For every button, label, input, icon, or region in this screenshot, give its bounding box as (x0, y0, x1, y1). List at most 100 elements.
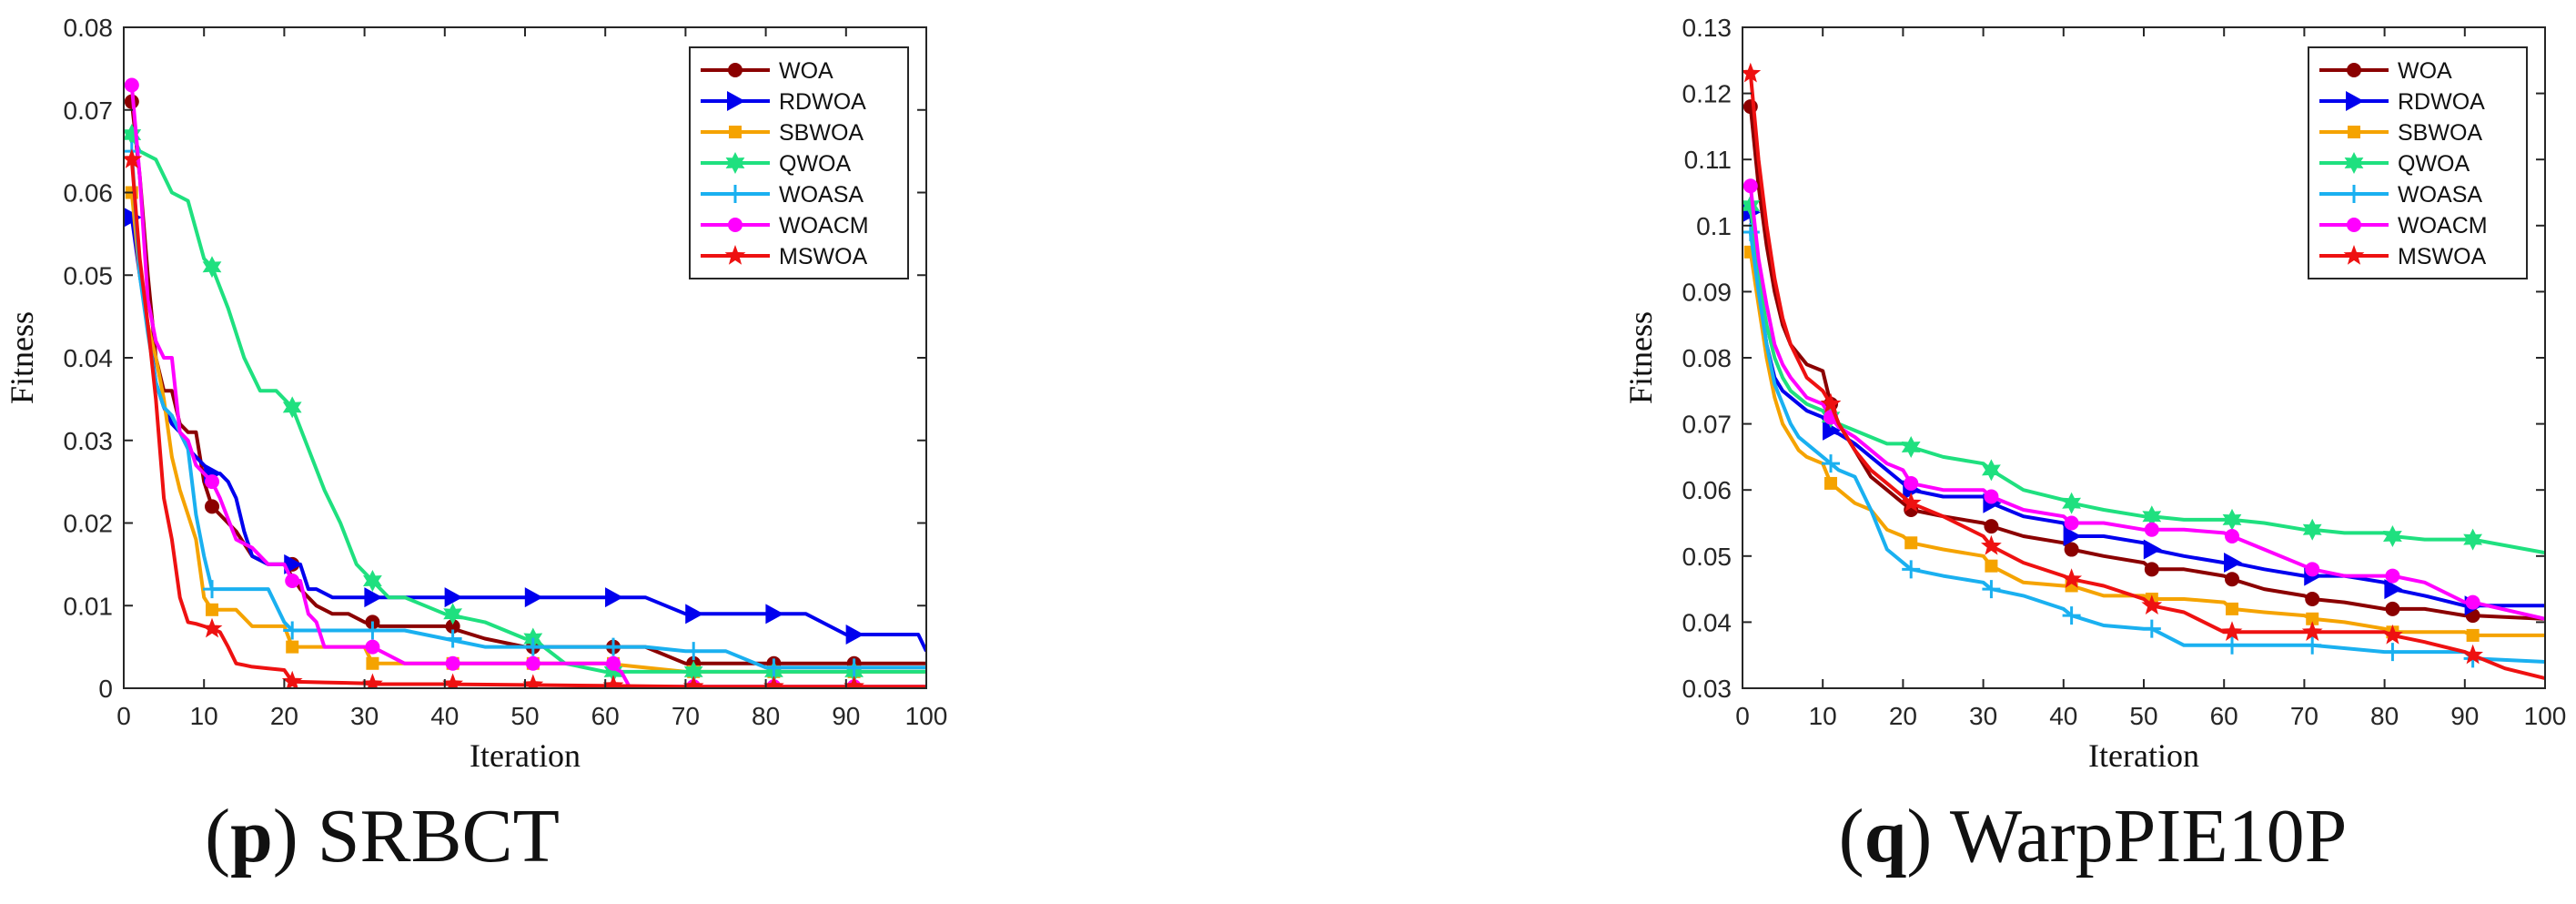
y-tick-label: 0.03 (64, 427, 114, 455)
series-line-woa (1748, 106, 2545, 621)
x-axis: 0 10 20 30 40 50 60 70 80 90 100 (116, 27, 947, 730)
data-point (685, 604, 704, 625)
legend-marker (729, 126, 742, 138)
series-group (1743, 62, 2545, 681)
data-point (282, 396, 302, 419)
x-axis: 0 10 20 30 40 50 60 70 80 90 100 (1735, 27, 2566, 730)
x-tick-label: 70 (672, 702, 700, 730)
data-point (363, 621, 382, 640)
data-point (1820, 392, 1842, 413)
series-line-sbwoa (1748, 251, 2545, 637)
legend-entry-woacm: WOACM (2319, 213, 2488, 239)
markers-mswoa (124, 148, 864, 688)
data-point (2144, 562, 2159, 577)
chart-p: 0 10 20 30 40 50 60 70 80 90 10000.010.020.030.040… (4, 14, 947, 774)
data-point (525, 655, 540, 671)
y-tick-label: 0.09 (1682, 278, 1732, 306)
markers-mswoa (1743, 62, 2483, 665)
data-point (2465, 594, 2480, 610)
data-point (605, 587, 624, 608)
data-point (603, 660, 623, 683)
data-point (682, 675, 704, 688)
data-point (845, 625, 864, 645)
x-tick-label: 0 (116, 702, 131, 730)
data-point (2463, 528, 2482, 551)
data-point (604, 637, 623, 656)
data-point (2064, 515, 2079, 531)
chart-q: 0 10 20 30 40 50 60 70 80 90 1000.030.040.050.060.… (1622, 14, 2566, 774)
y-tick-label: 0.12 (1682, 80, 1732, 108)
x-tick-label: 70 (2290, 702, 2318, 730)
x-tick-label: 40 (2049, 702, 2077, 730)
series-line-mswoa (129, 159, 926, 688)
legend-entry-woasa: WOASA (701, 182, 864, 208)
y-axis: 0.03 0.04 0.05 0.06 0.07 0.08 0.09 0.1 0.11 0.12 0… (1682, 14, 2545, 703)
data-point (763, 675, 784, 688)
data-point (2225, 529, 2240, 544)
data-point (2222, 508, 2242, 531)
data-point (2384, 579, 2403, 600)
legend-entry-sbwoa: SBWOA (2319, 120, 2482, 146)
data-point (365, 639, 380, 655)
x-tick-label: 0 (1735, 702, 1750, 730)
series-line-qwoa (1748, 205, 2545, 555)
data-point (124, 148, 143, 168)
data-point (2385, 601, 2400, 616)
data-point (286, 640, 299, 654)
markers-woacm (1743, 178, 2480, 610)
x-tick-label: 10 (1809, 702, 1837, 730)
y-tick-label: 0.07 (1682, 411, 1732, 439)
x-tick-label: 100 (2524, 702, 2567, 730)
data-point (2306, 612, 2319, 625)
legend-entry-qwoa: QWOA (701, 151, 851, 177)
data-point (2063, 526, 2082, 547)
data-point (1984, 519, 1999, 534)
data-point (283, 621, 302, 640)
y-axis-label: Fitness (1622, 311, 1659, 404)
legend-label: RDWOA (779, 89, 866, 115)
data-point (2301, 621, 2323, 641)
data-point (364, 587, 383, 608)
x-tick-label: 90 (832, 702, 860, 730)
data-point (281, 670, 303, 688)
y-tick-label: 0.08 (64, 14, 114, 42)
data-point (2382, 624, 2403, 645)
legend-label: MSWOA (779, 244, 868, 269)
data-point (443, 629, 462, 648)
y-tick-label: 0.05 (1682, 543, 1732, 571)
data-point (2385, 568, 2400, 584)
legend-label: MSWOA (2398, 244, 2487, 269)
x-tick-label: 60 (2210, 702, 2238, 730)
legend-marker (726, 185, 744, 203)
data-point (1904, 475, 1919, 491)
data-point (2302, 518, 2322, 541)
data-point (2303, 635, 2322, 655)
y-tick-label: 0.13 (1682, 14, 1732, 42)
data-point (1981, 534, 2002, 555)
legend-marker (2346, 91, 2364, 111)
y-tick-label: 0.08 (1682, 344, 1732, 372)
x-axis-label: Iteration (2088, 737, 2199, 774)
y-tick-label: 0.06 (64, 179, 114, 208)
data-point (2225, 572, 2240, 587)
data-point (1824, 476, 1838, 490)
data-point (1982, 580, 2001, 599)
x-tick-label: 100 (905, 702, 948, 730)
legend-entry-woacm: WOACM (701, 213, 869, 239)
y-tick-label: 0.11 (1684, 146, 1732, 174)
x-tick-label: 10 (190, 702, 218, 730)
data-point (2226, 602, 2239, 615)
data-point (2141, 594, 2163, 615)
data-point (362, 673, 383, 688)
data-point (2305, 562, 2320, 577)
series-line-woacm (1748, 185, 2545, 621)
markers-woasa (124, 142, 864, 677)
series-line-qwoa (130, 134, 926, 674)
data-point (1901, 436, 1921, 458)
data-point (1982, 459, 2001, 482)
legend-label: QWOA (779, 151, 851, 177)
data-point (1822, 454, 1841, 473)
data-point (444, 587, 463, 608)
y-tick-label: 0.04 (64, 344, 114, 372)
legend-entry-mswoa: MSWOA (2319, 244, 2487, 269)
